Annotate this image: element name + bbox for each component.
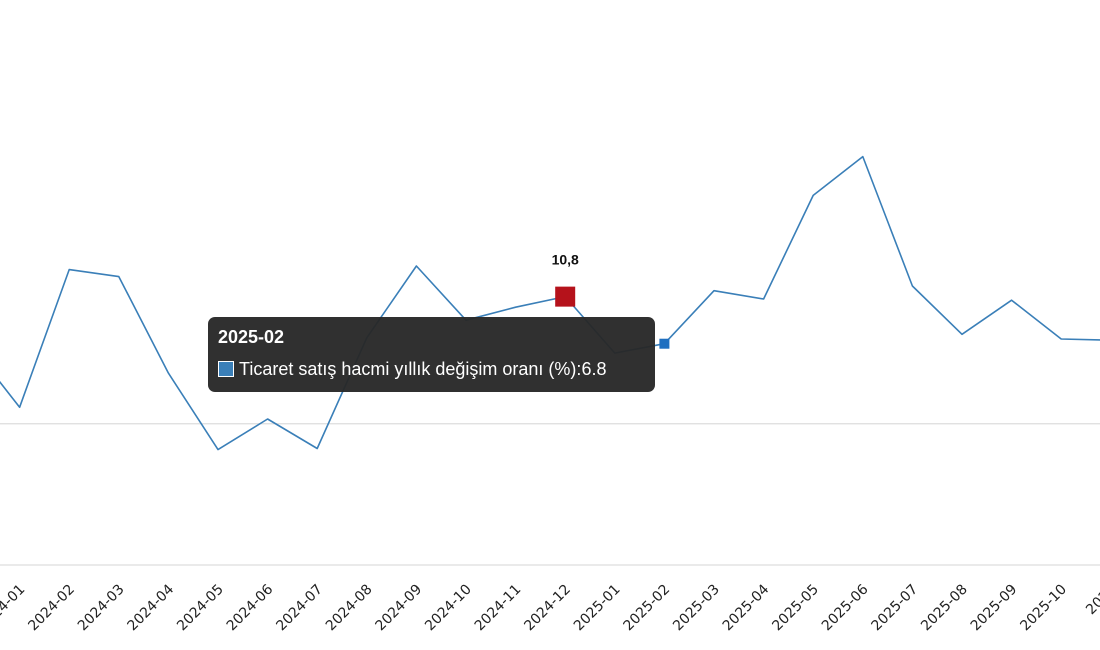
series-layer — [0, 155, 1100, 451]
x-tick-label: 2025-07 — [869, 582, 922, 635]
x-tick-label: 2024-04 — [125, 581, 178, 634]
x-tick-label: 2025-01 — [571, 582, 624, 635]
x-tick-label: 2024-05 — [174, 582, 227, 635]
tooltip-value: 6.8 — [581, 359, 607, 379]
x-tick-label: 2024-10 — [422, 582, 475, 635]
tooltip-row: Ticaret satış hacmi yıllık değişim oranı… — [218, 358, 645, 380]
x-tick-label: 2024-09 — [373, 582, 426, 635]
marker-layer — [555, 286, 670, 349]
tooltip-separator: : — [576, 359, 582, 379]
x-tick-label: 2024-02 — [25, 582, 78, 635]
x-tick-label: 2025-09 — [968, 582, 1021, 635]
x-tick-label: 2025-05 — [769, 582, 822, 635]
x-tick-label: 2024-01 — [0, 582, 28, 635]
x-tick-label: 2025-08 — [918, 582, 971, 635]
x-tick-label: 2024-08 — [323, 582, 376, 635]
grid-lines — [0, 423, 1100, 566]
x-tick-label: 2025-10 — [1017, 582, 1070, 635]
tooltip-title: 2025-02 — [218, 327, 285, 347]
tooltip-series-name: Ticaret satış hacmi yıllık değişim oranı… — [239, 359, 577, 379]
x-tick-label: 2024-03 — [75, 582, 128, 635]
highlight-point-marker — [555, 286, 576, 307]
x-tick-label: 2024-07 — [273, 582, 326, 635]
hover-point-marker — [659, 338, 670, 349]
tooltip: 2025-02 Ticaret satış hacmi yıllık değiş… — [208, 317, 655, 392]
tooltip-series-swatch — [218, 361, 234, 377]
x-tick-label: 2024-12 — [521, 582, 574, 635]
x-tick-label: 2025-02 — [621, 582, 674, 635]
x-tick-label: 2024-11 — [472, 582, 525, 635]
x-tick-label: 2025-04 — [720, 581, 773, 634]
x-tick-label: 2025-03 — [670, 582, 723, 635]
x-axis: 2024-012024-022024-032024-042024-052024-… — [0, 581, 1100, 634]
series-line — [0, 155, 1100, 451]
x-tick-label: 2025 — [1083, 582, 1100, 619]
x-tick-label: 2024-06 — [224, 581, 277, 634]
data-label-layer: 10,8 — [552, 252, 579, 268]
data-label: 10,8 — [552, 252, 579, 268]
x-tick-label: 2025-06 — [819, 581, 872, 634]
